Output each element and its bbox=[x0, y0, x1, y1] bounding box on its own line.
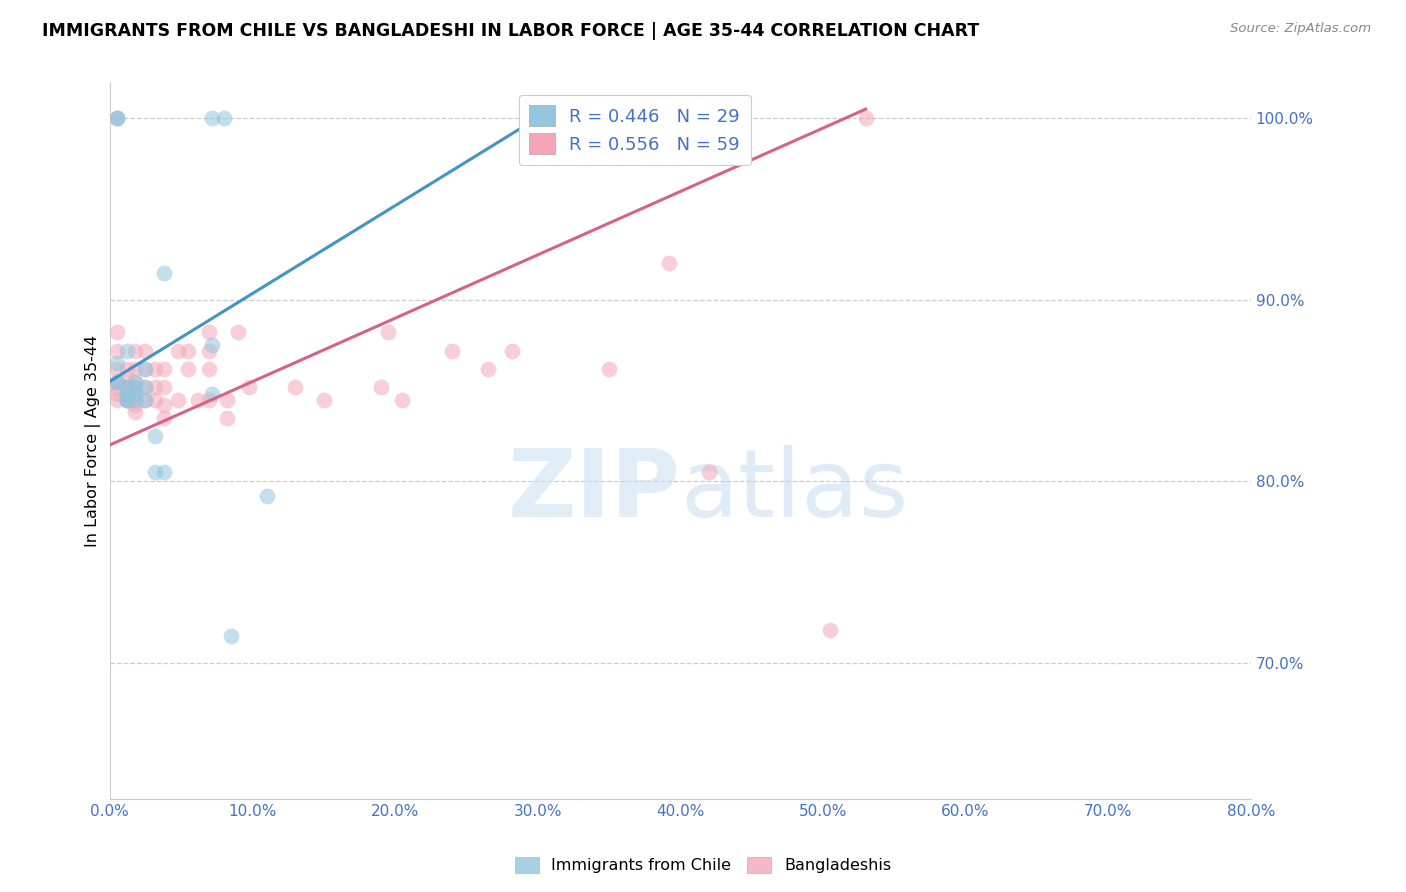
Point bbox=[177, 343, 200, 358]
Legend: Immigrants from Chile, Bangladeshis: Immigrants from Chile, Bangladeshis bbox=[509, 850, 897, 880]
Point bbox=[198, 343, 221, 358]
Point bbox=[370, 380, 392, 394]
Point bbox=[540, 112, 562, 126]
Point bbox=[818, 624, 841, 638]
Point bbox=[105, 356, 128, 370]
Point bbox=[177, 361, 200, 376]
Point bbox=[105, 392, 128, 407]
Point bbox=[115, 387, 138, 401]
Point bbox=[124, 398, 146, 412]
Point bbox=[124, 380, 146, 394]
Point bbox=[105, 112, 128, 126]
Point bbox=[105, 375, 128, 389]
Point bbox=[115, 375, 138, 389]
Point bbox=[134, 392, 156, 407]
Point bbox=[124, 387, 146, 401]
Y-axis label: In Labor Force | Age 35-44: In Labor Force | Age 35-44 bbox=[86, 334, 101, 547]
Point bbox=[124, 380, 146, 394]
Point bbox=[115, 380, 138, 394]
Point bbox=[115, 392, 138, 407]
Point bbox=[153, 380, 176, 394]
Point bbox=[124, 343, 146, 358]
Point bbox=[377, 326, 399, 340]
Point bbox=[219, 629, 242, 643]
Point bbox=[153, 398, 176, 412]
Point bbox=[105, 112, 128, 126]
Point bbox=[198, 392, 221, 407]
Point bbox=[855, 112, 877, 126]
Point bbox=[134, 380, 156, 394]
Point bbox=[134, 343, 156, 358]
Point bbox=[658, 256, 681, 270]
Text: IMMIGRANTS FROM CHILE VS BANGLADESHI IN LABOR FORCE | AGE 35-44 CORRELATION CHAR: IMMIGRANTS FROM CHILE VS BANGLADESHI IN … bbox=[42, 22, 980, 40]
Point bbox=[143, 465, 166, 479]
Point bbox=[284, 380, 307, 394]
Point bbox=[198, 326, 221, 340]
Point bbox=[598, 361, 620, 376]
Point bbox=[391, 392, 413, 407]
Point bbox=[215, 392, 238, 407]
Point bbox=[115, 387, 138, 401]
Point bbox=[153, 465, 176, 479]
Point bbox=[477, 361, 499, 376]
Point bbox=[167, 343, 190, 358]
Text: ZIP: ZIP bbox=[508, 445, 681, 537]
Point bbox=[143, 429, 166, 443]
Point bbox=[115, 387, 138, 401]
Point bbox=[115, 392, 138, 407]
Text: Source: ZipAtlas.com: Source: ZipAtlas.com bbox=[1230, 22, 1371, 36]
Point bbox=[105, 380, 128, 394]
Point bbox=[201, 387, 224, 401]
Point bbox=[115, 392, 138, 407]
Point bbox=[198, 361, 221, 376]
Point bbox=[212, 112, 235, 126]
Point bbox=[124, 375, 146, 389]
Point bbox=[143, 361, 166, 376]
Point bbox=[115, 343, 138, 358]
Point bbox=[105, 387, 128, 401]
Point bbox=[312, 392, 335, 407]
Point bbox=[124, 375, 146, 389]
Point bbox=[134, 361, 156, 376]
Point bbox=[215, 410, 238, 425]
Legend: R = 0.446   N = 29, R = 0.556   N = 59: R = 0.446 N = 29, R = 0.556 N = 59 bbox=[519, 95, 751, 165]
Point bbox=[105, 326, 128, 340]
Point bbox=[187, 392, 209, 407]
Point bbox=[440, 343, 463, 358]
Point bbox=[226, 326, 249, 340]
Point bbox=[115, 361, 138, 376]
Point bbox=[238, 380, 260, 394]
Point bbox=[105, 112, 128, 126]
Point bbox=[153, 361, 176, 376]
Point bbox=[134, 392, 156, 407]
Text: atlas: atlas bbox=[681, 445, 908, 537]
Point bbox=[124, 405, 146, 419]
Point bbox=[105, 361, 128, 376]
Point bbox=[143, 392, 166, 407]
Point bbox=[697, 465, 720, 479]
Point bbox=[115, 380, 138, 394]
Point bbox=[105, 375, 128, 389]
Point bbox=[256, 489, 278, 503]
Point bbox=[134, 361, 156, 376]
Point bbox=[124, 392, 146, 407]
Point bbox=[153, 410, 176, 425]
Point bbox=[134, 380, 156, 394]
Point bbox=[143, 380, 166, 394]
Point bbox=[501, 343, 523, 358]
Point bbox=[167, 392, 190, 407]
Point bbox=[124, 392, 146, 407]
Point bbox=[115, 392, 138, 407]
Point bbox=[105, 343, 128, 358]
Point bbox=[201, 112, 224, 126]
Point bbox=[201, 338, 224, 352]
Point bbox=[153, 266, 176, 280]
Point bbox=[115, 380, 138, 394]
Point bbox=[105, 375, 128, 389]
Point bbox=[124, 361, 146, 376]
